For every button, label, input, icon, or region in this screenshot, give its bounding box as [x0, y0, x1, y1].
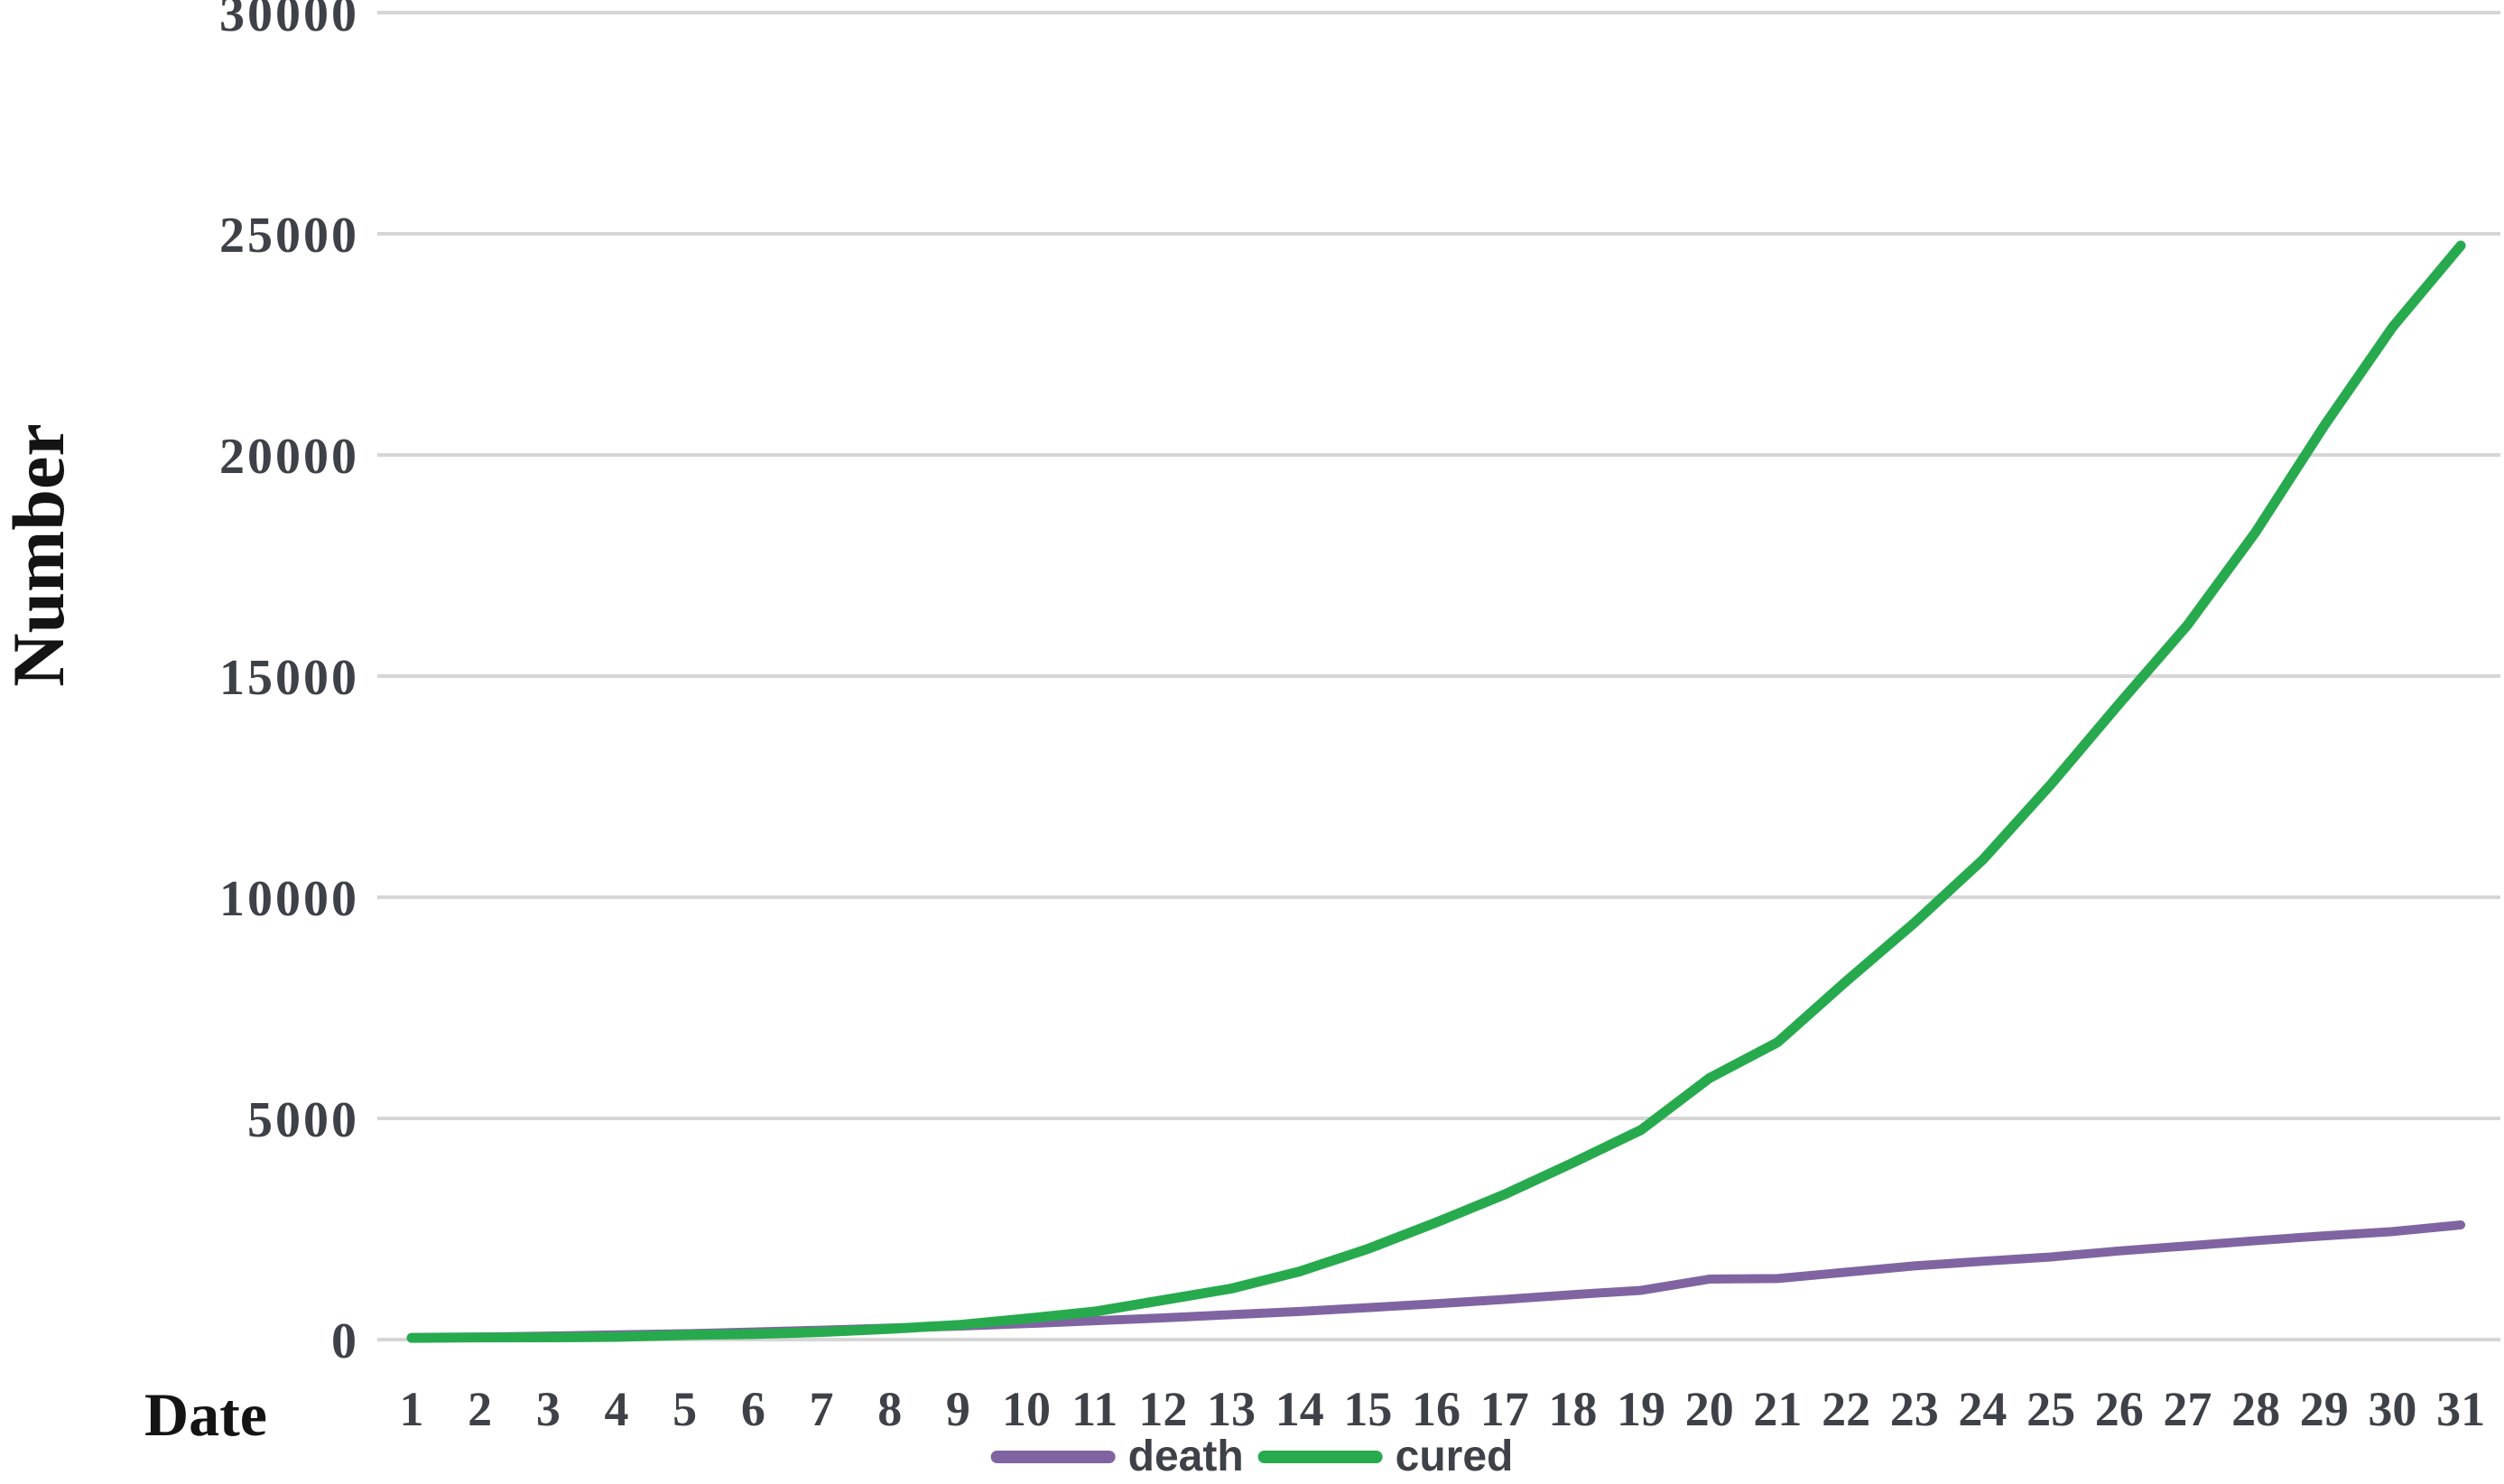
legend-swatch-cured: [1257, 1450, 1383, 1463]
cured-line: [406, 240, 2466, 1343]
legend-swatch-death: [990, 1450, 1116, 1463]
x-tick-label-12: 12: [1138, 1382, 1188, 1436]
x-tick-label-14: 14: [1275, 1382, 1324, 1436]
x-tick-label-8: 8: [877, 1382, 903, 1436]
y-tick-label-30000: 30000: [219, 0, 359, 42]
x-tick-label-9: 9: [945, 1382, 970, 1436]
x-tick-label-1: 1: [399, 1382, 424, 1436]
y-tick-label-20000: 20000: [219, 429, 359, 485]
x-tick-label-31: 31: [2436, 1382, 2486, 1436]
x-tick-label-27: 27: [2163, 1382, 2212, 1436]
x-tick-label-28: 28: [2231, 1382, 2281, 1436]
x-tick-label-30: 30: [2368, 1382, 2417, 1436]
y-tick-label-10000: 10000: [219, 871, 359, 927]
y-tick-label-0: 0: [331, 1313, 359, 1369]
legend-label-death: death: [1127, 1433, 1244, 1480]
legend-item-cured: cured: [1257, 1432, 1514, 1481]
x-tick-label-23: 23: [1889, 1382, 1939, 1436]
x-tick-label-13: 13: [1207, 1382, 1257, 1436]
x-tick-label-20: 20: [1684, 1382, 1734, 1436]
y-tick-label-15000: 15000: [219, 650, 359, 706]
x-tick-label-21: 21: [1753, 1382, 1803, 1436]
x-tick-label-24: 24: [1958, 1382, 2008, 1436]
legend: death cured: [990, 1432, 1514, 1481]
x-tick-label-25: 25: [2026, 1382, 2076, 1436]
x-tick-label-5: 5: [672, 1382, 698, 1436]
x-tick-label-19: 19: [1617, 1382, 1666, 1436]
x-tick-label-11: 11: [1071, 1382, 1118, 1436]
x-tick-label-17: 17: [1479, 1382, 1529, 1436]
x-axis-title: Date: [144, 1380, 267, 1449]
y-axis-title: Number: [0, 423, 79, 687]
legend-label-cured: cured: [1395, 1433, 1514, 1480]
x-tick-label-15: 15: [1343, 1382, 1393, 1436]
y-tick-label-5000: 5000: [247, 1092, 359, 1148]
death-line: [407, 1220, 2466, 1342]
x-tick-label-26: 26: [2094, 1382, 2144, 1436]
x-tick-label-2: 2: [468, 1382, 493, 1436]
x-tick-label-10: 10: [1002, 1382, 1052, 1436]
series-lines: [406, 240, 2466, 1343]
gridlines: [377, 11, 2500, 1341]
legend-item-death: death: [990, 1432, 1244, 1481]
x-tick-label-16: 16: [1412, 1382, 1461, 1436]
x-tick-label-29: 29: [2299, 1382, 2349, 1436]
y-tick-label-25000: 25000: [219, 208, 359, 264]
x-tick-label-6: 6: [740, 1382, 765, 1436]
x-tick-label-22: 22: [1822, 1382, 1871, 1436]
x-tick-label-18: 18: [1548, 1382, 1598, 1436]
x-tick-label-4: 4: [604, 1382, 629, 1436]
x-tick-label-7: 7: [809, 1382, 834, 1436]
x-tick-label-3: 3: [535, 1382, 561, 1436]
